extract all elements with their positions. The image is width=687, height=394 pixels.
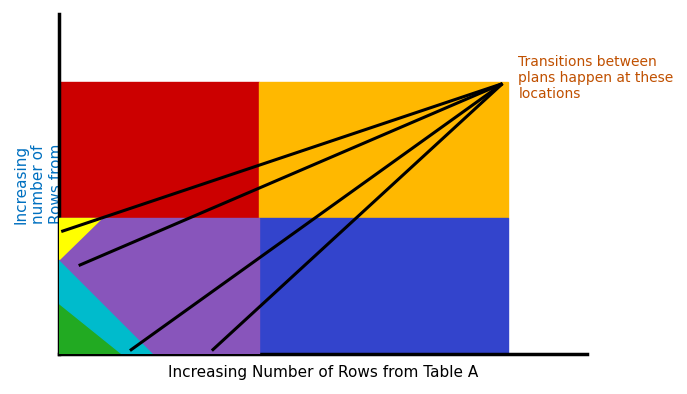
Bar (58, 82, 260, 218)
Y-axis label: Increasing
number of
Rows from
Table B: Increasing number of Rows from Table B (14, 144, 81, 224)
Bar (260, 218, 508, 354)
Text: Transitions between
plans happen at these
locations: Transitions between plans happen at thes… (519, 55, 674, 101)
Bar (58, 218, 260, 354)
Polygon shape (58, 218, 101, 259)
Polygon shape (58, 259, 154, 354)
Polygon shape (58, 303, 122, 354)
Polygon shape (58, 218, 260, 354)
X-axis label: Increasing Number of Rows from Table A: Increasing Number of Rows from Table A (168, 365, 478, 380)
Bar (260, 82, 508, 218)
